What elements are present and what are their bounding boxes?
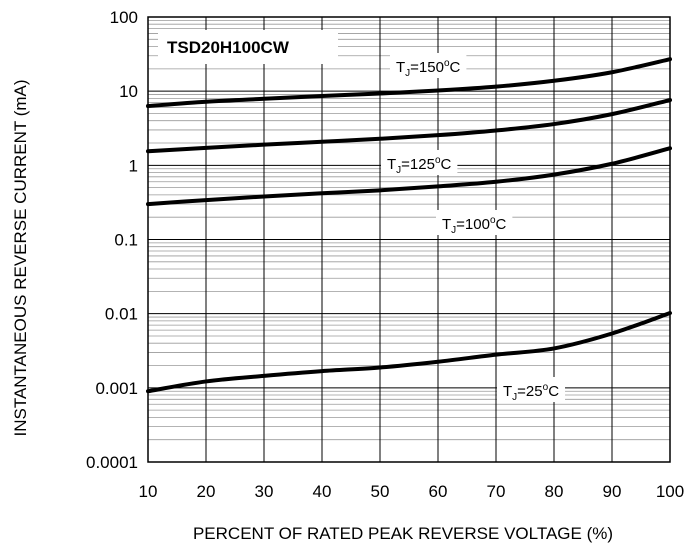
y-tick-label: 0.01 (105, 305, 138, 324)
y-axis-ticks: 100 10 1 0.1 0.01 0.001 0.0001 (86, 8, 138, 472)
y-tick-label: 10 (119, 82, 138, 101)
x-tick-label: 70 (487, 482, 506, 501)
series-annotation: TJ=150oC (390, 53, 467, 79)
series-line-2 (146, 146, 672, 207)
y-tick-label: 1 (129, 156, 138, 175)
series-layer (146, 57, 672, 394)
x-tick-label: 80 (545, 482, 564, 501)
annotation-label: TJ=100oC (442, 215, 507, 236)
x-tick-label: 100 (656, 482, 684, 501)
x-tick-label: 50 (371, 482, 390, 501)
y-axis-label: INSTANTANEOUS REVERSE CURRENT (mA) (11, 79, 30, 436)
x-tick-label: 20 (197, 482, 216, 501)
x-tick-label: 10 (139, 482, 158, 501)
y-tick-label: 0.001 (95, 379, 138, 398)
annotations: TJ=150oC TJ=125oC TJ=100oC TJ=25oC (381, 53, 566, 403)
chart-title-box: TSD20H100CW (158, 30, 338, 64)
series-line-0 (146, 57, 672, 109)
y-tick-label: 100 (110, 8, 138, 27)
annotation-label: TJ=150oC (396, 58, 461, 79)
y-tick-label: 0.1 (114, 231, 138, 250)
x-tick-label: 30 (255, 482, 274, 501)
y-tick-label: 0.0001 (86, 453, 138, 472)
series-line-3 (146, 311, 672, 394)
annotation-label: TJ=125oC (387, 155, 452, 176)
grid (147, 16, 671, 463)
plot-frame (147, 16, 671, 463)
annotation-background (497, 377, 566, 402)
annotation-label: TJ=25oC (503, 382, 559, 403)
annotation-background (390, 53, 467, 78)
series-annotation: TJ=25oC (497, 377, 566, 403)
x-tick-label: 40 (313, 482, 332, 501)
series-line-1 (146, 98, 672, 154)
series-annotation: TJ=125oC (381, 150, 458, 176)
series-annotation: TJ=100oC (436, 210, 513, 236)
chart-title: TSD20H100CW (167, 38, 290, 57)
x-axis-ticks: 10 20 30 40 50 60 70 80 90 100 (139, 482, 685, 501)
x-tick-label: 60 (429, 482, 448, 501)
x-tick-label: 90 (603, 482, 622, 501)
annotation-background (381, 150, 458, 175)
x-axis-label: PERCENT OF RATED PEAK REVERSE VOLTAGE (%… (193, 524, 613, 543)
annotation-background (436, 210, 513, 235)
